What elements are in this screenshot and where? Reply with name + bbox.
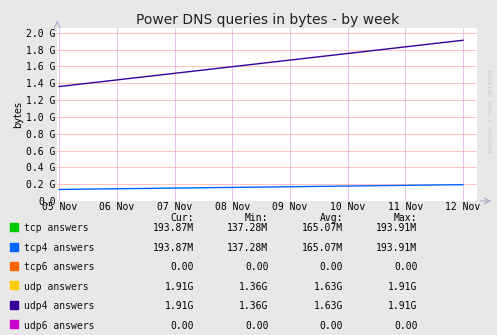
Text: 165.07M: 165.07M xyxy=(302,243,343,253)
Title: Power DNS queries in bytes - by week: Power DNS queries in bytes - by week xyxy=(136,13,399,27)
Text: 0.00: 0.00 xyxy=(245,262,268,272)
Y-axis label: bytes: bytes xyxy=(13,101,24,128)
Text: 193.87M: 193.87M xyxy=(153,223,194,233)
Text: 0.00: 0.00 xyxy=(245,321,268,331)
Text: 0.00: 0.00 xyxy=(170,321,194,331)
Text: 193.91M: 193.91M xyxy=(376,243,417,253)
Text: Max:: Max: xyxy=(394,213,417,223)
Text: 1.63G: 1.63G xyxy=(314,282,343,292)
Text: Min:: Min: xyxy=(245,213,268,223)
Text: Cur:: Cur: xyxy=(170,213,194,223)
Text: 0.00: 0.00 xyxy=(394,262,417,272)
Text: 1.36G: 1.36G xyxy=(239,301,268,311)
Text: tcp6 answers: tcp6 answers xyxy=(24,262,94,272)
Text: udp answers: udp answers xyxy=(24,282,88,292)
Text: 1.91G: 1.91G xyxy=(165,301,194,311)
Text: udp6 answers: udp6 answers xyxy=(24,321,94,331)
Text: 1.91G: 1.91G xyxy=(388,282,417,292)
Text: 0.00: 0.00 xyxy=(170,262,194,272)
Text: 0.00: 0.00 xyxy=(320,321,343,331)
Text: Avg:: Avg: xyxy=(320,213,343,223)
Text: tcp answers: tcp answers xyxy=(24,223,88,233)
Text: 1.91G: 1.91G xyxy=(388,301,417,311)
Text: 193.91M: 193.91M xyxy=(376,223,417,233)
Text: 1.91G: 1.91G xyxy=(165,282,194,292)
Text: 137.28M: 137.28M xyxy=(227,243,268,253)
Text: 137.28M: 137.28M xyxy=(227,223,268,233)
Text: 1.63G: 1.63G xyxy=(314,301,343,311)
Text: udp4 answers: udp4 answers xyxy=(24,301,94,311)
Text: 165.07M: 165.07M xyxy=(302,223,343,233)
Text: 0.00: 0.00 xyxy=(394,321,417,331)
Text: RRDTOOL / TOBI OETIKER: RRDTOOL / TOBI OETIKER xyxy=(489,69,494,152)
Text: 193.87M: 193.87M xyxy=(153,243,194,253)
Text: 0.00: 0.00 xyxy=(320,262,343,272)
Text: 1.36G: 1.36G xyxy=(239,282,268,292)
Text: tcp4 answers: tcp4 answers xyxy=(24,243,94,253)
